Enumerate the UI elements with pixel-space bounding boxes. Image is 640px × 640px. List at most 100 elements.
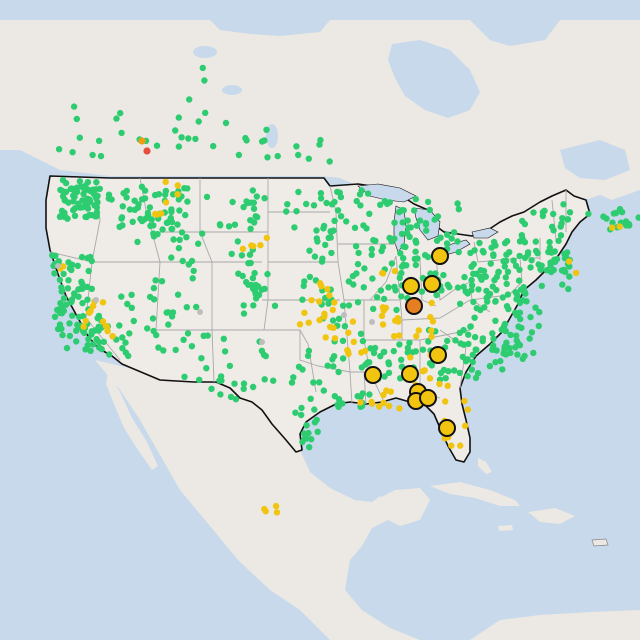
- station-point-moderate[interactable]: [273, 509, 281, 516]
- station-point-normal[interactable]: [122, 349, 130, 356]
- station-point-normal[interactable]: [264, 270, 271, 278]
- station-point-normal[interactable]: [377, 287, 385, 294]
- station-point-normal[interactable]: [217, 222, 224, 229]
- station-point-normal[interactable]: [512, 344, 519, 351]
- station-point-normal[interactable]: [229, 198, 236, 206]
- station-point-normal[interactable]: [123, 194, 130, 201]
- station-point-moderate[interactable]: [387, 388, 394, 395]
- station-point-normal[interactable]: [477, 273, 484, 280]
- station-point-moderate[interactable]: [345, 329, 352, 336]
- station-point-normal[interactable]: [95, 339, 103, 346]
- station-point-normal[interactable]: [419, 346, 427, 353]
- station-point-normal[interactable]: [295, 151, 302, 159]
- highlight-marker-high[interactable]: [405, 297, 423, 315]
- station-point-normal[interactable]: [210, 142, 217, 150]
- station-point-normal[interactable]: [398, 269, 405, 277]
- station-point-normal[interactable]: [184, 185, 191, 192]
- station-point-normal[interactable]: [155, 344, 162, 351]
- station-point-moderate[interactable]: [407, 354, 414, 361]
- station-point-moderate[interactable]: [350, 338, 357, 345]
- station-point-normal[interactable]: [126, 330, 133, 337]
- station-point-normal[interactable]: [298, 411, 305, 419]
- station-point-moderate[interactable]: [305, 319, 312, 326]
- station-point-normal[interactable]: [528, 329, 536, 336]
- station-point-normal[interactable]: [500, 350, 507, 357]
- station-point-normal[interactable]: [322, 241, 329, 249]
- station-point-normal[interactable]: [418, 288, 426, 295]
- station-point-normal[interactable]: [551, 248, 558, 255]
- station-point-normal[interactable]: [538, 282, 545, 290]
- station-point-normal[interactable]: [557, 232, 565, 239]
- station-point-normal[interactable]: [370, 305, 377, 313]
- station-point-normal[interactable]: [381, 348, 388, 356]
- station-point-moderate[interactable]: [174, 182, 181, 189]
- station-point-moderate[interactable]: [391, 267, 399, 275]
- station-point-normal[interactable]: [516, 266, 523, 273]
- station-point-normal[interactable]: [199, 64, 206, 72]
- station-point-normal[interactable]: [130, 317, 137, 325]
- station-point-normal[interactable]: [240, 385, 247, 392]
- station-point-normal[interactable]: [455, 206, 462, 213]
- station-point-normal[interactable]: [222, 119, 230, 127]
- station-point-moderate[interactable]: [272, 502, 280, 510]
- station-point-moderate[interactable]: [331, 335, 339, 342]
- station-point-normal[interactable]: [304, 352, 312, 359]
- station-point-normal[interactable]: [404, 344, 412, 352]
- station-point-normal[interactable]: [93, 179, 100, 186]
- station-point-normal[interactable]: [396, 274, 403, 282]
- station-point-normal[interactable]: [471, 314, 478, 321]
- station-point-normal[interactable]: [292, 409, 299, 416]
- station-point-normal[interactable]: [345, 302, 353, 309]
- station-point-moderate[interactable]: [609, 224, 616, 231]
- station-point-normal[interactable]: [407, 224, 414, 231]
- station-point-moderate[interactable]: [448, 442, 455, 449]
- station-point-moderate[interactable]: [248, 242, 255, 249]
- station-point-normal[interactable]: [154, 231, 161, 238]
- station-point-normal[interactable]: [400, 255, 407, 262]
- station-point-normal[interactable]: [366, 210, 373, 217]
- station-point-normal[interactable]: [184, 198, 191, 205]
- station-point-normal[interactable]: [335, 368, 342, 376]
- station-point-normal[interactable]: [116, 223, 123, 230]
- station-point-moderate[interactable]: [379, 321, 387, 328]
- station-point-normal[interactable]: [352, 243, 360, 250]
- station-point-normal[interactable]: [446, 283, 453, 291]
- station-point-normal[interactable]: [501, 263, 508, 270]
- station-point-normal[interactable]: [220, 335, 227, 342]
- station-point-normal[interactable]: [502, 257, 510, 265]
- station-point-normal[interactable]: [58, 288, 65, 295]
- station-point-normal[interactable]: [530, 209, 537, 216]
- station-point-normal[interactable]: [456, 300, 464, 307]
- station-point-normal[interactable]: [456, 369, 463, 377]
- station-point-normal[interactable]: [82, 346, 89, 353]
- station-point-normal[interactable]: [328, 249, 335, 257]
- station-point-normal[interactable]: [445, 368, 452, 375]
- station-point-normal[interactable]: [172, 346, 179, 354]
- station-point-normal[interactable]: [514, 351, 521, 358]
- station-point-no-data[interactable]: [259, 339, 265, 345]
- station-point-normal[interactable]: [345, 278, 352, 285]
- station-point-normal[interactable]: [56, 276, 64, 284]
- station-point-normal[interactable]: [481, 304, 488, 311]
- station-point-normal[interactable]: [462, 358, 470, 365]
- station-point-moderate[interactable]: [444, 382, 451, 389]
- station-point-normal[interactable]: [261, 285, 268, 292]
- station-point-normal[interactable]: [307, 395, 314, 402]
- station-point-severe[interactable]: [143, 147, 151, 155]
- station-point-normal[interactable]: [469, 351, 476, 359]
- station-point-normal[interactable]: [252, 213, 259, 220]
- station-point-normal[interactable]: [558, 220, 565, 227]
- station-point-normal[interactable]: [263, 126, 270, 133]
- station-point-moderate[interactable]: [326, 292, 333, 299]
- station-point-normal[interactable]: [306, 247, 313, 254]
- station-point-normal[interactable]: [90, 328, 97, 335]
- station-point-normal[interactable]: [353, 197, 360, 205]
- station-point-normal[interactable]: [361, 265, 368, 272]
- station-point-normal[interactable]: [251, 219, 258, 226]
- station-point-normal[interactable]: [357, 202, 364, 209]
- station-point-normal[interactable]: [202, 109, 209, 117]
- station-point-normal[interactable]: [128, 291, 135, 298]
- station-point-normal[interactable]: [433, 291, 440, 299]
- highlight-marker-moderate[interactable]: [364, 366, 382, 384]
- station-point-moderate[interactable]: [572, 269, 580, 277]
